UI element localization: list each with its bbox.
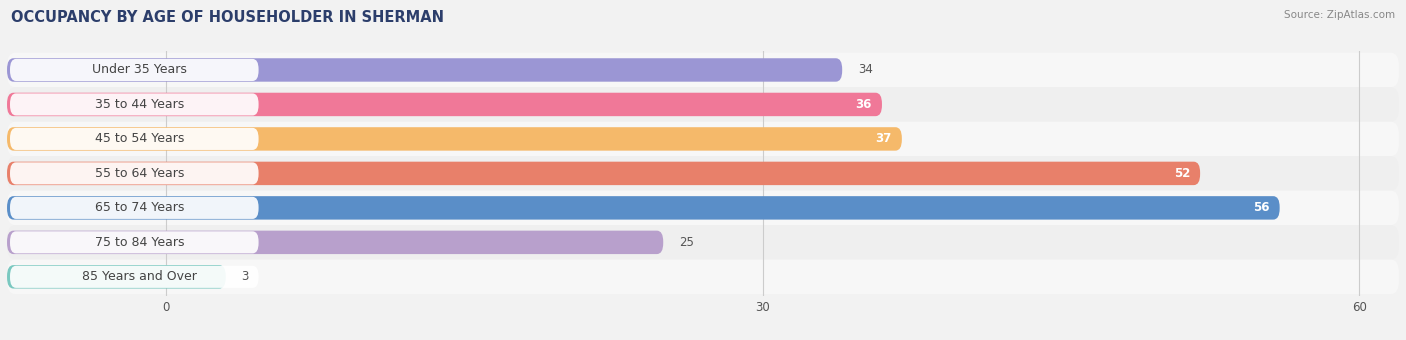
FancyBboxPatch shape <box>7 225 1399 260</box>
FancyBboxPatch shape <box>10 163 259 184</box>
FancyBboxPatch shape <box>7 260 1399 294</box>
Text: 37: 37 <box>876 132 891 146</box>
Text: 35 to 44 Years: 35 to 44 Years <box>94 98 184 111</box>
Text: 56: 56 <box>1253 201 1270 215</box>
FancyBboxPatch shape <box>7 93 882 116</box>
FancyBboxPatch shape <box>10 231 259 253</box>
Text: 52: 52 <box>1174 167 1191 180</box>
FancyBboxPatch shape <box>10 197 259 219</box>
FancyBboxPatch shape <box>7 162 1201 185</box>
Text: Under 35 Years: Under 35 Years <box>91 64 187 76</box>
FancyBboxPatch shape <box>7 196 1279 220</box>
FancyBboxPatch shape <box>7 191 1399 225</box>
FancyBboxPatch shape <box>10 59 259 81</box>
FancyBboxPatch shape <box>7 53 1399 87</box>
FancyBboxPatch shape <box>10 94 259 116</box>
Text: 75 to 84 Years: 75 to 84 Years <box>94 236 184 249</box>
Text: 36: 36 <box>856 98 872 111</box>
Text: 65 to 74 Years: 65 to 74 Years <box>94 201 184 215</box>
Text: 3: 3 <box>242 270 249 283</box>
Text: 85 Years and Over: 85 Years and Over <box>82 270 197 283</box>
Text: 25: 25 <box>679 236 695 249</box>
FancyBboxPatch shape <box>7 87 1399 122</box>
FancyBboxPatch shape <box>7 122 1399 156</box>
FancyBboxPatch shape <box>7 58 842 82</box>
Text: 55 to 64 Years: 55 to 64 Years <box>94 167 184 180</box>
FancyBboxPatch shape <box>7 156 1399 191</box>
FancyBboxPatch shape <box>7 265 226 289</box>
FancyBboxPatch shape <box>10 266 259 288</box>
Text: 45 to 54 Years: 45 to 54 Years <box>94 132 184 146</box>
FancyBboxPatch shape <box>7 127 901 151</box>
Text: Source: ZipAtlas.com: Source: ZipAtlas.com <box>1284 10 1395 20</box>
FancyBboxPatch shape <box>7 231 664 254</box>
FancyBboxPatch shape <box>10 128 259 150</box>
Text: OCCUPANCY BY AGE OF HOUSEHOLDER IN SHERMAN: OCCUPANCY BY AGE OF HOUSEHOLDER IN SHERM… <box>11 10 444 25</box>
Text: 34: 34 <box>858 64 873 76</box>
